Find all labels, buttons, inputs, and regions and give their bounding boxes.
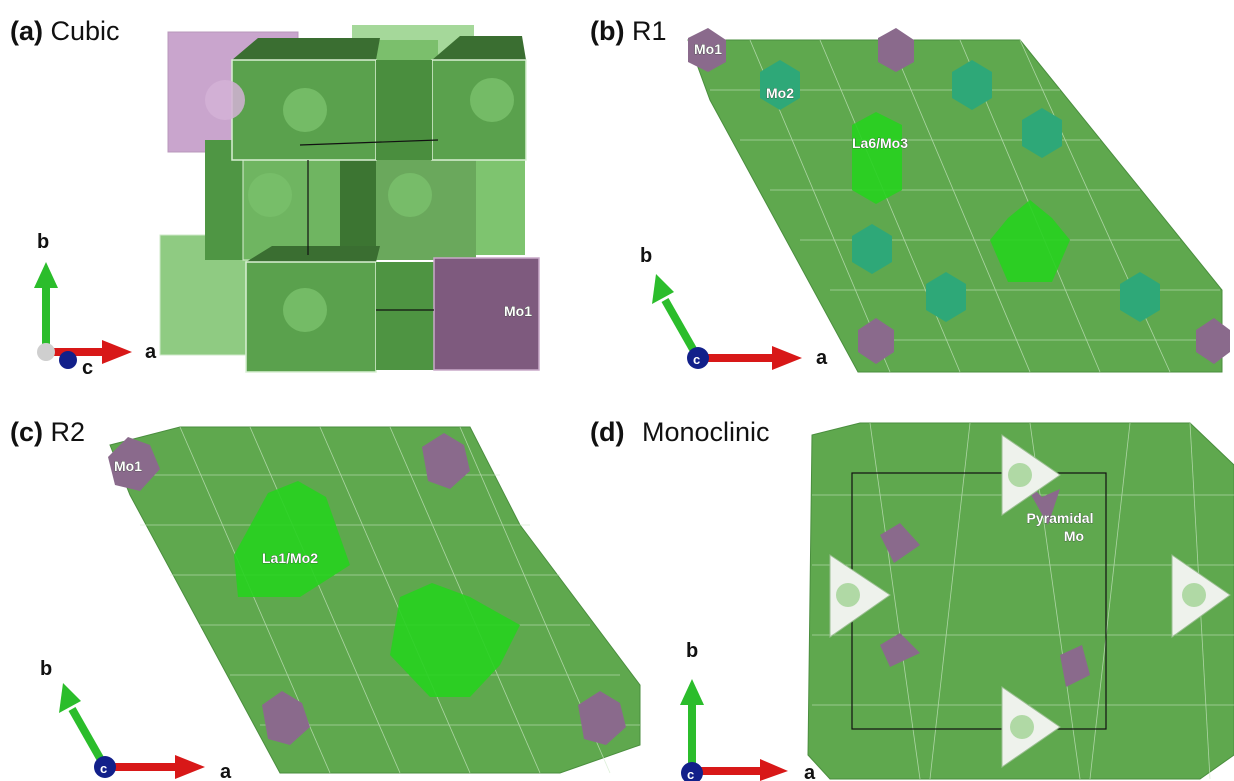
panel-title-a: (a) Cubic (10, 16, 120, 47)
panel-name-d: Monoclinic (642, 417, 770, 447)
axis-label-a-b: a (816, 347, 828, 369)
panel-cubic: (a) Cubic Mo1 (0, 0, 580, 380)
panel-r2: (c) R2 Mo1 La1/Mo2 (0, 405, 641, 781)
cubic-structure: Mo1 b a c (34, 25, 540, 379)
site-label-pyramidal-d: Pyramidal (1027, 510, 1094, 526)
axis-label-c-a: c (82, 357, 93, 379)
axis-label-c-c: c (100, 761, 107, 776)
panel-letter-d: (d) (590, 417, 625, 447)
panel-r1: (b) R1 Mo1 Mo2 La6/Mo3 (590, 0, 1234, 380)
panel-name-b: R1 (632, 16, 667, 46)
axis-label-b-c: b (40, 658, 52, 680)
site-label-la1mo2-c: La1/Mo2 (262, 550, 318, 566)
axis-label-b-b: b (640, 245, 652, 267)
mo1-box (433, 257, 540, 371)
axis-label-c-b: c (693, 352, 700, 367)
axes-indicator-d: b a c (680, 640, 816, 781)
panel-title-c: (c) R2 (10, 417, 85, 448)
site-label-mo-d: Mo (1064, 528, 1084, 544)
axis-label-a-c: a (220, 761, 232, 781)
panel-letter-c: (c) (10, 417, 43, 447)
axis-label-a-a: a (145, 341, 157, 363)
axis-label-a-d: a (804, 762, 816, 781)
panel-name-c: R2 (50, 417, 86, 447)
axis-label-b-a: b (37, 231, 49, 253)
r1-structure: Mo1 Mo2 La6/Mo3 b a c (640, 28, 1230, 373)
axes-indicator-a: b a c (34, 231, 157, 379)
axis-label-c-d: c (687, 767, 694, 781)
site-label-la6mo3-b: La6/Mo3 (852, 135, 908, 151)
axes-indicator-c: b a c (40, 658, 232, 781)
panel-letter-a: (a) (10, 16, 43, 46)
panel-letter-b: (b) (590, 16, 625, 46)
panel-title-d: (d) Monoclinic (590, 417, 770, 448)
site-label-mo2-b: Mo2 (766, 85, 794, 101)
axis-label-b-d: b (686, 640, 698, 662)
panel-title-b: (b) R1 (590, 16, 667, 47)
axes-indicator-b: b a c (640, 245, 828, 370)
monoclinic-structure: Pyramidal Mo b a c (680, 422, 1234, 781)
panel-monoclinic: (d) Monoclinic Pyramidal Mo (590, 405, 1234, 781)
site-label-mo1-a: Mo1 (504, 303, 532, 319)
site-label-mo1-b: Mo1 (694, 41, 722, 57)
site-label-mo1-c: Mo1 (114, 458, 142, 474)
r2-structure: Mo1 La1/Mo2 b a c (40, 426, 641, 781)
panel-name-a: Cubic (50, 16, 120, 46)
